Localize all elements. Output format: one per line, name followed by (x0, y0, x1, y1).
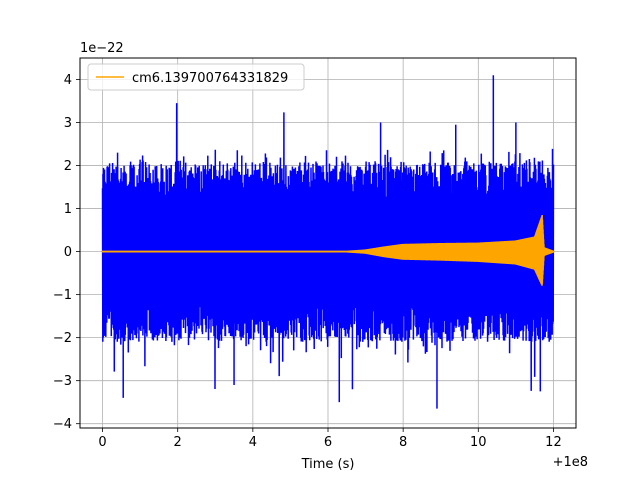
x-tick-label: 10 (470, 435, 487, 450)
y-tick-label: −2 (53, 331, 72, 346)
x-tick-label: 12 (545, 435, 562, 450)
x-axis-label: Time (s) (301, 457, 355, 472)
y-tick-label: −4 (53, 417, 72, 432)
plot-area (101, 75, 555, 409)
y-tick-label: −1 (53, 288, 72, 303)
legend-entry: cm6.139700764331829 (132, 71, 288, 86)
y-tick-label: 0 (64, 245, 72, 260)
legend-box (87, 63, 305, 91)
x-tick-label: 0 (98, 435, 106, 450)
y-tick-label: −3 (53, 374, 72, 389)
y-tick-label: 4 (64, 73, 72, 88)
x-axis: 0 2 4 6 8 10 12 (98, 428, 562, 450)
y-tick-label: 1 (64, 202, 72, 217)
y-tick-label: 2 (64, 159, 72, 174)
x-tick-label: 4 (249, 435, 257, 450)
chirp-series-line (101, 215, 555, 286)
x-tick-label: 6 (324, 435, 332, 450)
x-tick-label: 8 (399, 435, 407, 450)
noise-series-line (101, 103, 555, 391)
y-axis: −4 −3 −2 −1 0 1 2 3 4 (53, 73, 80, 432)
legend: cm6.139700764331829 (87, 63, 305, 91)
y-axis-scale-label: 1e−22 (80, 41, 124, 56)
y-tick-label: 3 (64, 116, 72, 131)
x-axis-offset-label: +1e8 (553, 455, 588, 470)
x-tick-label: 2 (174, 435, 182, 450)
